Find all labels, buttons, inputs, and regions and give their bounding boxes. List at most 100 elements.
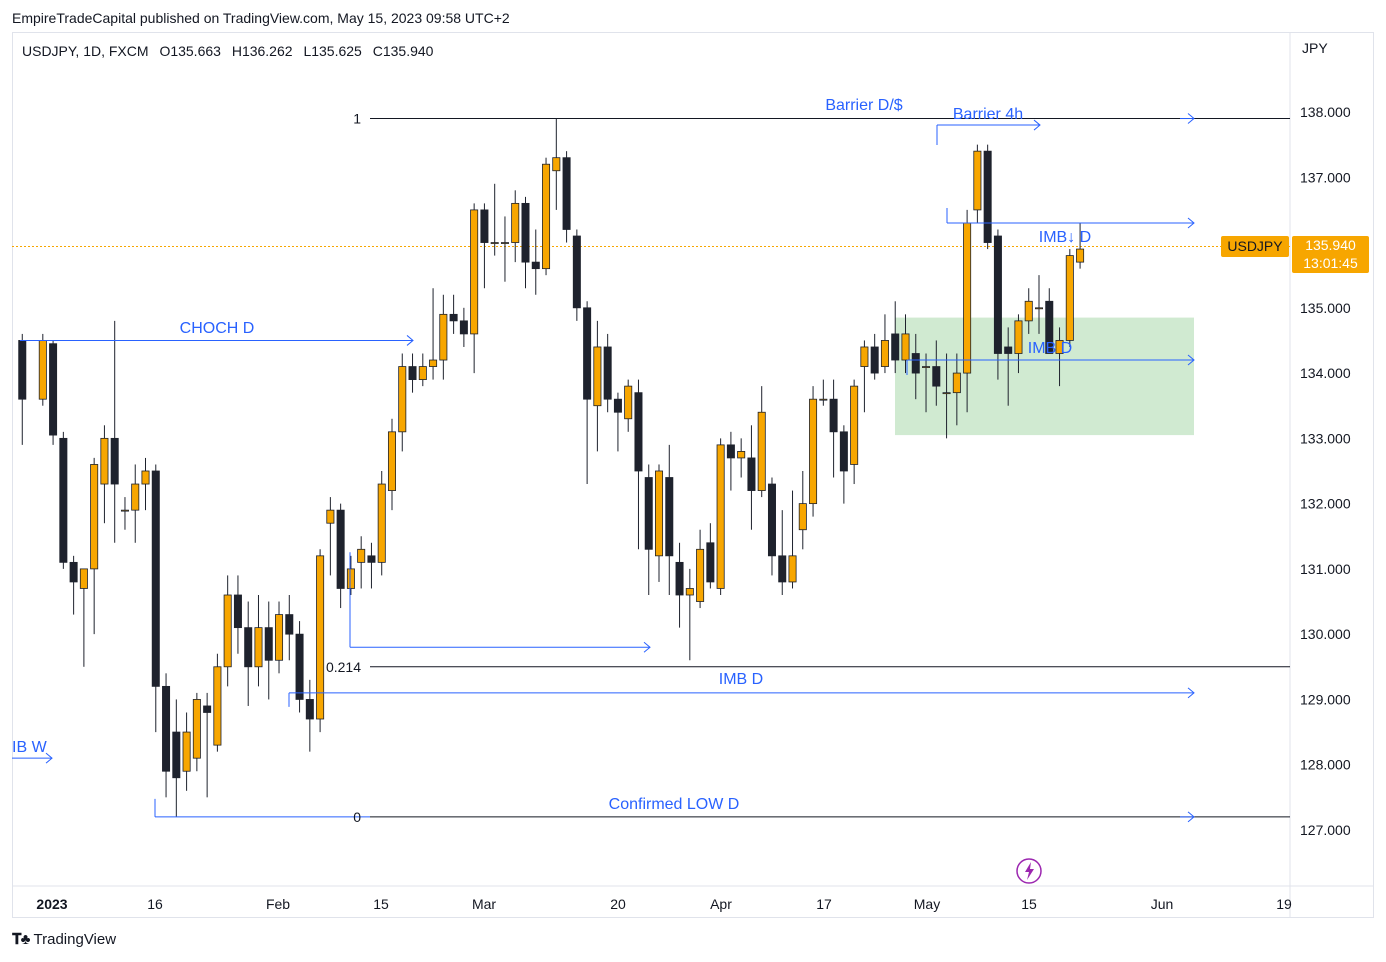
candle (1024, 288, 1033, 334)
candle (1004, 327, 1013, 406)
barrier-d-ray-arrow (1187, 113, 1195, 124)
imb-down-d-line (947, 217, 1195, 229)
candle (120, 497, 129, 530)
choch-d-ray-arrow (406, 335, 414, 346)
bull-candle-body (1076, 248, 1085, 263)
bull-candle-body (182, 731, 191, 772)
x-tick-label: Apr (710, 896, 732, 912)
candle (891, 301, 900, 374)
candle (100, 425, 109, 524)
bull-candle-body (788, 555, 797, 583)
bull-candle-body (973, 150, 982, 211)
candle (295, 621, 304, 713)
candle (655, 464, 664, 582)
bear-candle-body (603, 346, 612, 400)
bull-candle-body (346, 568, 355, 589)
bear-candle-body (305, 699, 314, 720)
bear-candle-body (110, 437, 119, 485)
low-value: L135.625 (303, 43, 362, 59)
y-tick-label: 131.000 (1300, 561, 1351, 577)
candle (778, 510, 787, 595)
candle (603, 333, 612, 413)
currency-label: JPY (1302, 40, 1328, 56)
candle (911, 333, 920, 400)
tradingview-brand[interactable]: 𝐓♣ TradingView (12, 931, 116, 948)
candle (747, 425, 756, 530)
candle (583, 301, 592, 485)
lightning-icon[interactable] (1016, 858, 1042, 884)
symbol-label: USDJPY, 1D, FXCM (22, 43, 149, 59)
candle (141, 457, 150, 511)
candle (449, 294, 458, 334)
candle (151, 464, 160, 733)
candle (49, 340, 58, 445)
bull-candle-body (387, 431, 396, 491)
bull-candle-body (223, 594, 232, 668)
confirmed-low-label: Confirmed LOW D (609, 796, 740, 813)
candle (459, 307, 468, 347)
confirmed-low-arrow-arrow (1187, 811, 1195, 823)
bull-candle-body (1035, 307, 1044, 310)
last-price-badge: 135.940 13:01:45 (1292, 236, 1369, 273)
candle (59, 431, 68, 569)
candle (110, 320, 119, 543)
bull-candle-body (880, 340, 889, 367)
imb-w-ray (12, 752, 53, 764)
bear-candle-body (285, 614, 294, 635)
imbalance-zone (895, 317, 1194, 436)
confirmed-low-ray (154, 798, 370, 818)
bull-candle-body (860, 346, 869, 367)
candle (922, 353, 931, 413)
candle (675, 542, 684, 628)
x-tick-label: 15 (1021, 896, 1037, 912)
candle (901, 314, 910, 374)
bear-candle-body (983, 150, 992, 243)
y-tick-label: 135.000 (1300, 300, 1351, 316)
bull-candle-body (922, 366, 931, 368)
bull-candle-body (192, 699, 201, 759)
feb-low-line (350, 641, 651, 653)
fib-1-label: 1 (353, 111, 361, 127)
bull-candle-body (429, 359, 438, 367)
imb-w-ray-arrow (45, 752, 53, 764)
candle (1076, 222, 1085, 269)
bear-candle-body (829, 398, 838, 433)
candle (500, 216, 509, 282)
candle (829, 379, 838, 478)
candle (685, 568, 694, 661)
candle (326, 497, 335, 576)
bear-candle-body (778, 555, 787, 583)
y-tick-label: 134.000 (1300, 365, 1351, 381)
bull-candle-body (1024, 300, 1033, 322)
candle (162, 673, 171, 798)
y-tick-label: 137.000 (1300, 169, 1351, 185)
last-price-value: 135.940 (1305, 237, 1356, 253)
candle (182, 712, 191, 791)
candle (398, 353, 407, 452)
tradingview-logo-icon: 𝐓♣ (12, 931, 30, 948)
bull-candle-body (901, 333, 910, 361)
candle (18, 333, 27, 445)
bear-candle-body (449, 313, 458, 322)
bull-candle-body (90, 464, 99, 570)
bear-candle-body (172, 731, 181, 779)
bear-candle-body (49, 343, 58, 436)
bull-candle-body (418, 366, 427, 381)
x-tick-label: 19 (1276, 896, 1292, 912)
brand-label: TradingView (33, 931, 117, 948)
bull-candle-body (757, 411, 766, 491)
bear-candle-body (69, 561, 78, 583)
candle (1045, 288, 1054, 354)
bear-candle-body (408, 366, 417, 381)
barrier-4h-line-arrow (1033, 119, 1041, 131)
candle (439, 294, 448, 380)
candle (408, 353, 417, 393)
candle (798, 470, 807, 550)
bear-candle-body (562, 157, 571, 230)
bull-candle-body (377, 483, 386, 563)
candle (490, 183, 499, 256)
bear-candle-body (706, 542, 715, 583)
publish-info: EmpireTradeCapital published on TradingV… (12, 10, 510, 26)
choch-d-ray (20, 335, 414, 346)
